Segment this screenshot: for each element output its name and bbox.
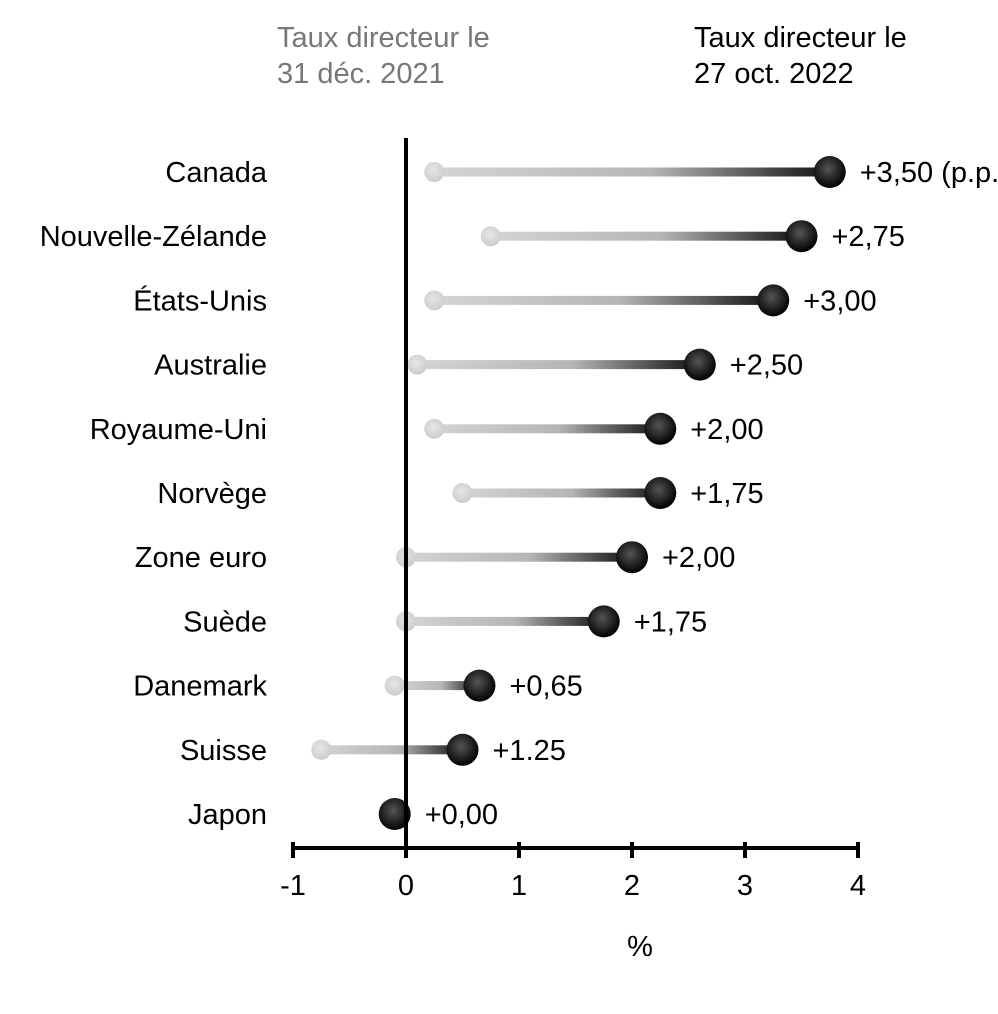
row-6: Zone euro +2,00 xyxy=(135,541,735,574)
category-label: Norvège xyxy=(157,478,267,510)
end-rate-dot xyxy=(446,733,479,766)
legend-start-rate: Taux directeur le 31 déc. 2021 xyxy=(277,20,490,92)
legend-end-line1: Taux directeur le xyxy=(694,22,907,54)
change-label: +0,65 xyxy=(509,671,582,703)
category-label: Suède xyxy=(183,606,267,638)
range-bar xyxy=(434,167,830,177)
end-rate-dot xyxy=(644,412,677,445)
range-bar xyxy=(490,231,802,241)
change-label: +1.25 xyxy=(493,735,566,767)
x-tick-label: 4 xyxy=(850,870,866,902)
category-label: Suisse xyxy=(180,735,267,767)
row-0: Canada +3,50 (p.p.) xyxy=(165,156,998,189)
change-label: +3,50 (p.p.) xyxy=(860,157,998,189)
legend-end-line2: 27 oct. 2022 xyxy=(694,58,854,90)
x-tick-label: 3 xyxy=(737,870,753,902)
legend-start-line2: 31 déc. 2021 xyxy=(277,58,445,90)
start-rate-dot xyxy=(384,675,405,696)
range-bar xyxy=(434,424,661,434)
category-label: États-Unis xyxy=(133,284,267,317)
end-rate-dot xyxy=(378,798,411,830)
end-rate-dot xyxy=(616,541,648,574)
row-5: Norvège +1,75 xyxy=(157,477,764,510)
legend-end-rate: Taux directeur le 27 oct. 2022 xyxy=(694,20,907,92)
row-8: Danemark +0,65 xyxy=(133,669,583,703)
change-label: +2,50 xyxy=(730,350,803,382)
start-rate-dot xyxy=(452,483,473,503)
category-label: Australie xyxy=(154,350,267,382)
category-label: Japon xyxy=(188,799,267,831)
range-bar xyxy=(321,745,463,755)
row-3: Australie +2,50 xyxy=(154,348,803,382)
end-rate-dot xyxy=(463,669,496,702)
change-label: +0,00 xyxy=(425,799,498,831)
row-4: Royaume-Uni +2,00 xyxy=(90,412,764,446)
change-label: +3,00 xyxy=(803,285,876,317)
end-rate-dot xyxy=(757,284,790,317)
end-rate-dot xyxy=(683,348,716,381)
row-9: Suisse +1.25 xyxy=(180,733,566,767)
end-rate-dot xyxy=(785,220,818,253)
x-tick-label: 1 xyxy=(511,870,527,902)
category-label: Zone euro xyxy=(135,542,267,574)
row-2: États-Unis +3,00 xyxy=(133,284,877,317)
legend-start-line1: Taux directeur le xyxy=(277,22,490,54)
range-bar xyxy=(406,616,604,626)
start-rate-dot xyxy=(424,418,445,439)
category-label: Royaume-Uni xyxy=(90,414,267,446)
range-bar xyxy=(406,552,632,562)
change-label: +1,75 xyxy=(634,606,707,638)
change-label: +2,00 xyxy=(662,542,735,574)
end-rate-dot xyxy=(644,477,677,509)
x-tick-label: -1 xyxy=(280,870,306,902)
end-rate-dot xyxy=(813,156,846,188)
chart-rows: Canada +3,50 (p.p.) Nouvelle-Zélande +2,75 É… xyxy=(40,156,998,831)
start-rate-dot xyxy=(424,162,445,182)
range-bar xyxy=(417,360,700,370)
end-rate-dot xyxy=(587,605,620,638)
x-tick-label: 2 xyxy=(624,870,640,902)
change-label: +2,75 xyxy=(832,221,905,253)
row-1: Nouvelle-Zélande +2,75 xyxy=(40,220,905,253)
category-label: Nouvelle-Zélande xyxy=(40,221,267,253)
start-rate-dot xyxy=(407,354,428,375)
x-axis-unit-label: % xyxy=(627,931,653,963)
range-bar xyxy=(394,681,480,691)
change-label: +1,75 xyxy=(690,478,763,510)
row-7: Suède +1,75 xyxy=(183,605,707,638)
start-rate-dot xyxy=(424,290,445,311)
range-bar xyxy=(462,488,661,498)
category-label: Danemark xyxy=(133,671,267,703)
range-bar xyxy=(434,295,774,305)
start-rate-dot xyxy=(480,226,501,247)
category-label: Canada xyxy=(165,157,267,189)
x-axis: -1 0 1 2 3 4 xyxy=(280,842,866,902)
x-tick-label: 0 xyxy=(398,870,414,902)
start-rate-dot xyxy=(311,739,332,760)
row-10: Japon +0,00 xyxy=(188,798,498,831)
change-label: +2,00 xyxy=(690,414,763,446)
